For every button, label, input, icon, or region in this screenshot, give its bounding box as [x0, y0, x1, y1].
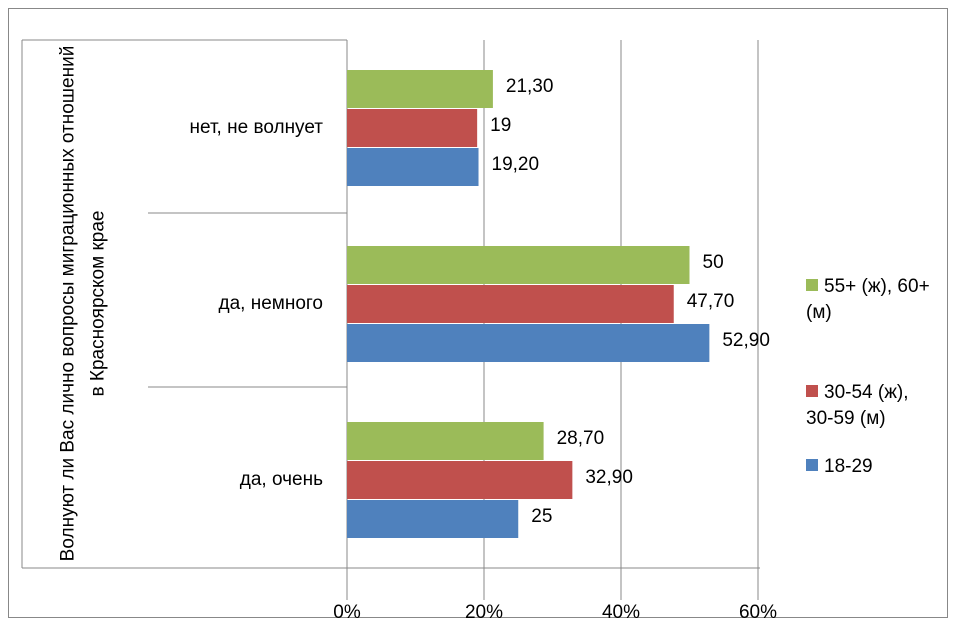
- y-tick-label: нет, не волнует: [190, 117, 324, 138]
- y-tick-label: да, немного: [219, 293, 323, 314]
- legend-label: 18-29: [824, 456, 873, 477]
- x-tick-label: 20%: [465, 602, 503, 623]
- bar: [347, 461, 573, 499]
- legend-swatch: [806, 279, 818, 291]
- value-label: 50: [703, 252, 724, 273]
- bar: [347, 422, 544, 460]
- value-label: 47,70: [687, 291, 735, 312]
- bar: [347, 109, 478, 147]
- x-tick-label: 40%: [602, 602, 640, 623]
- bar: [347, 500, 519, 538]
- value-label: 52,90: [722, 330, 770, 351]
- value-label: 19: [490, 115, 511, 136]
- value-label: 32,90: [585, 467, 633, 488]
- value-label: 25: [531, 506, 552, 527]
- bar: [347, 70, 493, 108]
- bar: [347, 148, 479, 186]
- bar: [347, 324, 710, 362]
- legend-item: 18-29: [806, 454, 931, 480]
- x-tick-label: 0%: [333, 602, 361, 623]
- value-label: 21,30: [506, 76, 554, 97]
- x-tick-label: 60%: [739, 602, 777, 623]
- value-label: 28,70: [557, 428, 605, 449]
- bar: [347, 285, 674, 323]
- bar: [347, 246, 690, 284]
- legend-swatch: [806, 459, 818, 471]
- legend-swatch: [806, 385, 818, 397]
- legend-label: 30-54 (ж), 30-59 (м): [806, 382, 909, 429]
- legend-item: 55+ (ж), 60+ (м): [806, 274, 931, 326]
- frame: [8, 8, 948, 618]
- y-tick-label: да, очень: [240, 469, 323, 490]
- y-axis-title: Волнуют ли Вас лично вопросы миграционны…: [57, 45, 108, 562]
- legend-item: 30-54 (ж), 30-59 (м): [806, 380, 931, 432]
- value-label: 19,20: [492, 154, 540, 175]
- legend-label: 55+ (ж), 60+ (м): [806, 276, 930, 323]
